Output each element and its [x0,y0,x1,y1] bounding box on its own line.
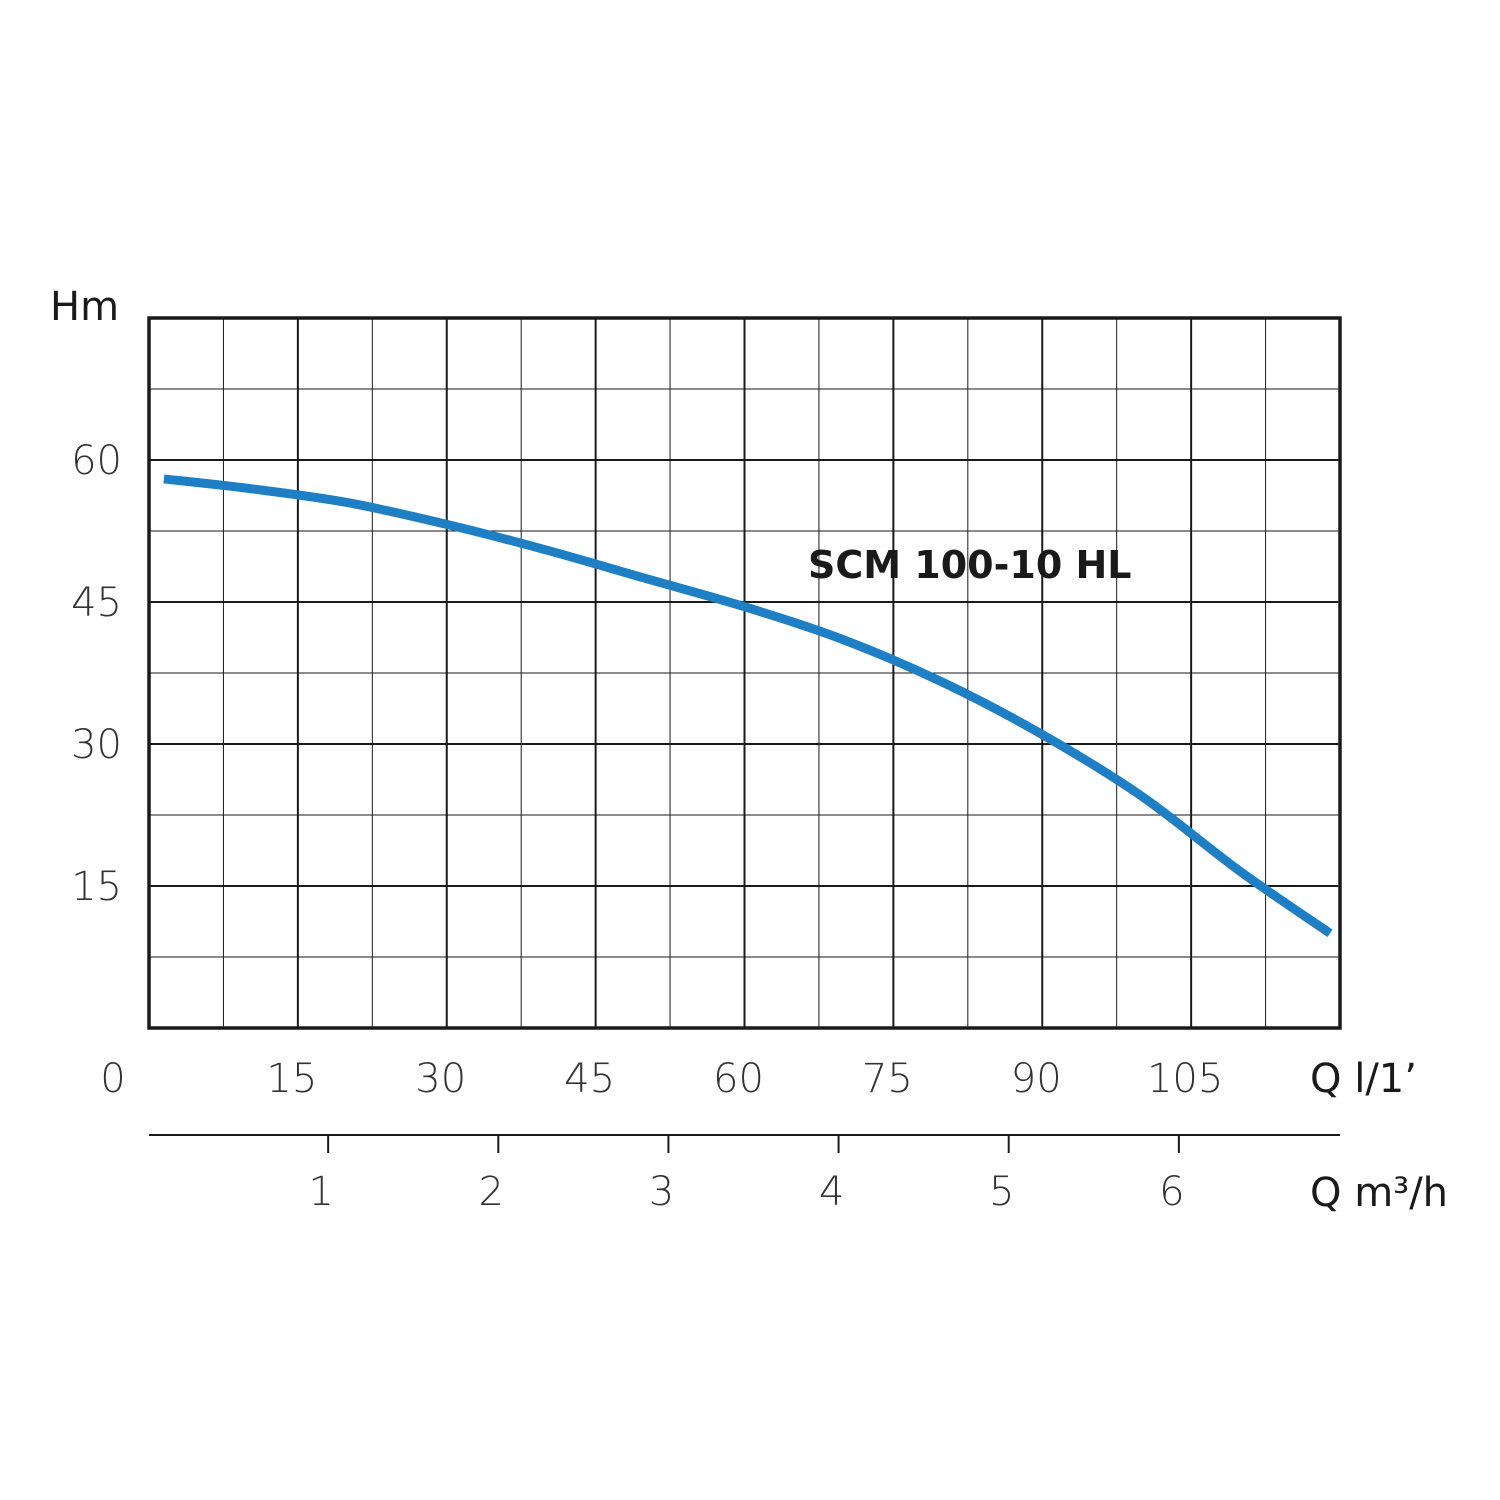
x-tick-label: 15 [266,1056,317,1102]
plot-frame [147,316,1342,1030]
x-tick-label: 75 [862,1056,913,1102]
secondary-x-axis: 1 2 3 4 5 6 [149,1134,1340,1215]
y-tick-label: 30 [71,722,122,768]
x-tick-labels: 15 30 45 60 75 90 105 [266,1056,1223,1102]
y-tick-label: 45 [71,580,122,626]
x-tick-label: 90 [1011,1056,1062,1102]
y-tick-label: 15 [71,864,122,910]
secondary-x-tick-label: 1 [308,1169,333,1215]
series-layer [163,474,1333,938]
grid [149,318,1340,1028]
x-axis-label: Q l/1’ [1310,1056,1417,1102]
y-tick-label: 60 [71,438,122,484]
secondary-x-tick-label: 3 [649,1169,674,1215]
secondary-x-axis-label: Q m³/h [1310,1170,1448,1216]
pump-curve-line [163,474,1333,938]
secondary-x-tick-label: 6 [1159,1169,1184,1215]
series-label: SCM 100-10 HL [808,543,1132,587]
y-tick-labels: 15 30 45 60 [71,438,122,910]
secondary-x-tick-label: 5 [989,1169,1014,1215]
x-tick-label: 105 [1147,1056,1223,1102]
x-tick-label: 30 [415,1056,466,1102]
origin-label: 0 [100,1056,125,1102]
x-tick-label: 60 [713,1056,764,1102]
secondary-x-tick-label: 2 [479,1169,504,1215]
secondary-x-tick-label: 4 [819,1169,844,1215]
x-tick-label: 45 [564,1056,615,1102]
y-axis-label: Hm [50,284,119,330]
plot-border [147,316,1342,1030]
